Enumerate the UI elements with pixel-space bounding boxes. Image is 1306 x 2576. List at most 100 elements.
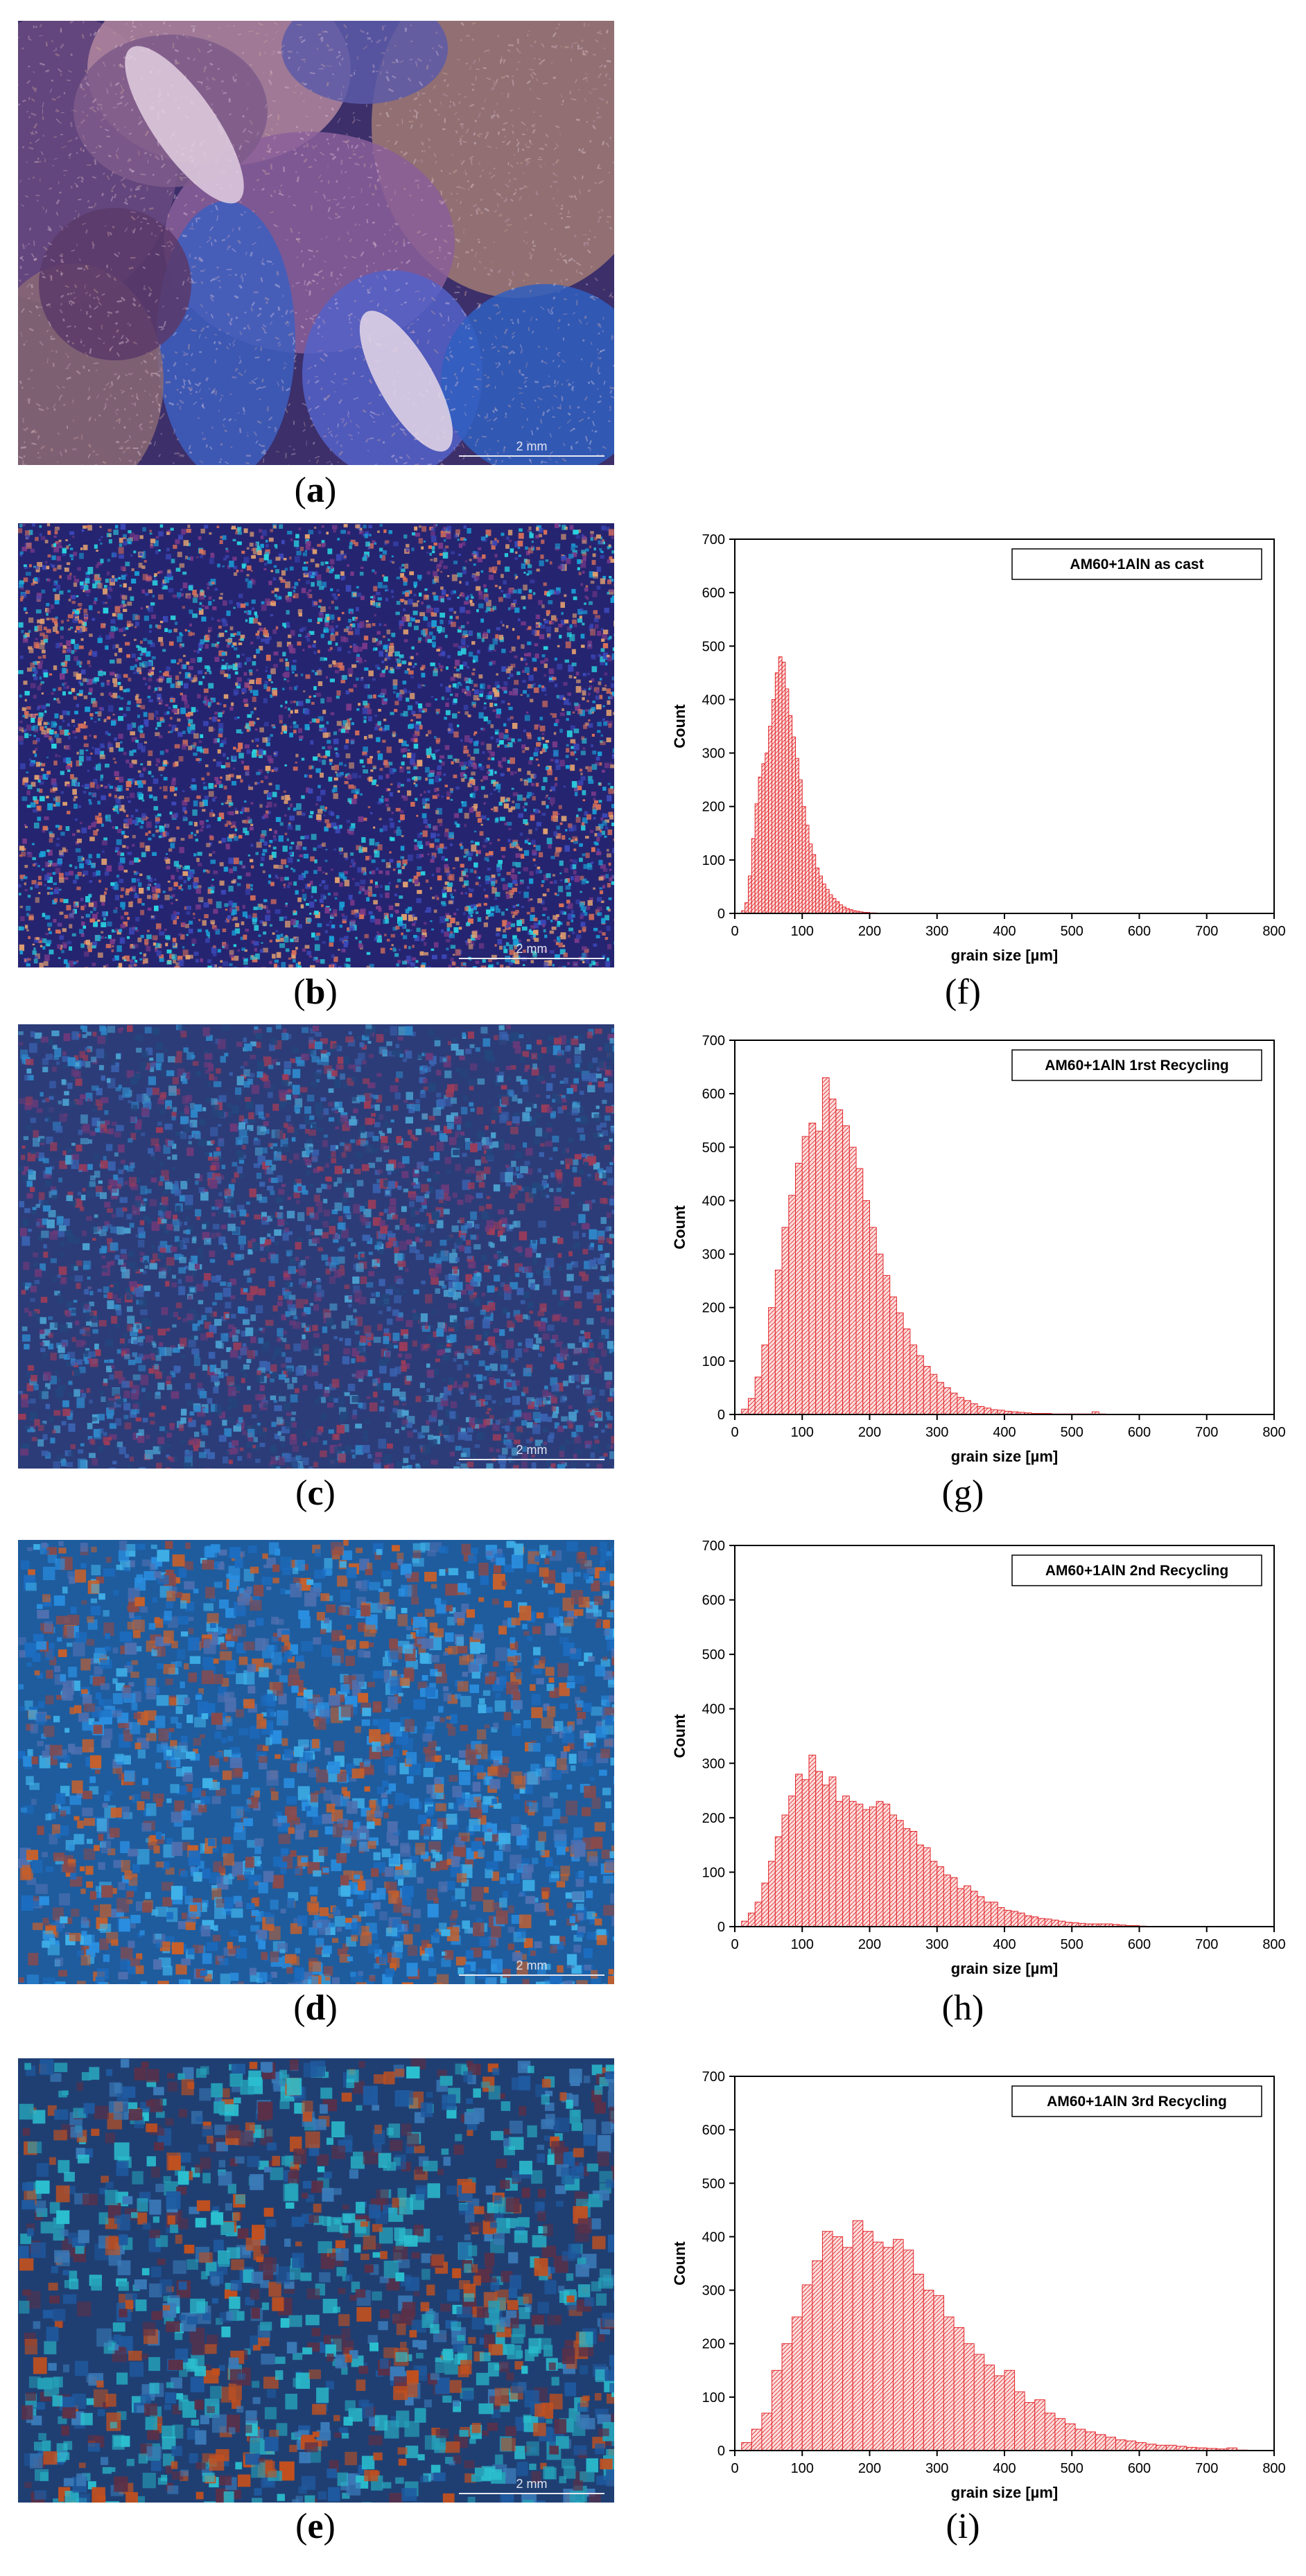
x-tick-label: 800 xyxy=(1262,924,1285,939)
micrograph-e-image xyxy=(18,2058,614,2503)
y-tick-label: 700 xyxy=(702,532,725,547)
histogram-bar xyxy=(991,1902,998,1927)
histogram-bar xyxy=(774,672,779,914)
y-tick-label: 100 xyxy=(702,853,725,868)
x-tick-label: 700 xyxy=(1195,1937,1218,1952)
histogram-bar xyxy=(768,726,772,914)
micrograph-b: 2 mm xyxy=(18,523,614,967)
x-axis-label: grain size [µm] xyxy=(951,1448,1058,1465)
bars xyxy=(741,656,877,914)
histogram-bar xyxy=(930,1861,938,1927)
histogram-bar xyxy=(950,1392,958,1415)
caption-i: (i) xyxy=(946,2507,980,2546)
histogram-bar xyxy=(1014,2391,1025,2451)
caption-d: (d) xyxy=(293,1988,338,2028)
histogram-bar xyxy=(1115,2439,1126,2451)
histogram-bar xyxy=(997,1907,1005,1927)
histogram-bar xyxy=(761,2412,772,2451)
legend-box xyxy=(1011,1554,1262,1586)
scale-bar: 2 mm xyxy=(459,439,604,457)
histogram-bar xyxy=(855,1803,864,1927)
histogram-bar xyxy=(751,838,756,914)
histogram-bar xyxy=(1156,2444,1167,2451)
histogram-bar xyxy=(964,2343,975,2451)
x-tick-label: 0 xyxy=(731,924,738,939)
scale-bar: 2 mm xyxy=(459,942,604,959)
histogram-bar xyxy=(993,2375,1005,2451)
y-tick-label: 300 xyxy=(702,1247,725,1263)
y-tick-label: 500 xyxy=(702,1140,725,1155)
histogram-bar xyxy=(778,656,783,914)
y-tick-label: 200 xyxy=(702,1811,725,1826)
y-axis-label: Count xyxy=(671,704,688,748)
histogram-bar xyxy=(916,1844,924,1927)
scale-label: 2 mm xyxy=(516,439,548,453)
histogram-bar xyxy=(745,902,749,914)
y-tick-label: 600 xyxy=(702,586,725,601)
histogram-bar xyxy=(855,1168,864,1415)
y-tick-label: 100 xyxy=(702,1865,725,1880)
histogram-bar xyxy=(862,2231,873,2451)
histogram-bar xyxy=(984,1408,992,1415)
histogram-i-svg: 0 100 200 300 400 500 600 700 800 0 100 200 300 400 50… xyxy=(671,2069,1286,2501)
histogram-bar xyxy=(977,1896,985,1927)
histogram-bar xyxy=(1125,2440,1137,2451)
histogram-bar xyxy=(781,1814,790,1927)
x-tick-label: 200 xyxy=(858,1425,881,1440)
micrograph-e: 2 mm xyxy=(18,2058,614,2503)
y-tick-label: 300 xyxy=(702,746,725,762)
y-axis-label: Count xyxy=(671,2241,688,2286)
histogram-bar xyxy=(812,2260,823,2451)
histogram-bar xyxy=(768,1307,776,1415)
histogram-bar xyxy=(984,1902,992,1927)
histogram-bar xyxy=(825,888,830,914)
histogram-bar xyxy=(970,1891,978,1927)
y-tick-label: 300 xyxy=(702,2284,725,2299)
y-tick-label: 200 xyxy=(702,800,725,815)
histogram-h-svg: 0 100 200 300 400 500 600 700 800 0 100 200 300 400 50… xyxy=(671,1539,1286,1977)
x-tick-label: 300 xyxy=(925,1425,948,1440)
histogram-bar xyxy=(747,875,752,914)
scale-label: 2 mm xyxy=(516,2477,548,2491)
histogram-bar xyxy=(815,867,820,914)
caption-h: (h) xyxy=(941,1988,984,2028)
x-tick-label: 300 xyxy=(925,1937,948,1952)
histogram-bar xyxy=(768,1861,776,1927)
x-tick-label: 600 xyxy=(1128,1425,1151,1440)
histogram-bar xyxy=(923,1366,931,1415)
legend-box xyxy=(1011,1049,1262,1081)
histogram-bar xyxy=(808,843,813,914)
x-tick-label: 700 xyxy=(1195,924,1218,939)
histogram-bar xyxy=(903,1329,911,1415)
caption-b: (b) xyxy=(293,972,338,1012)
histogram-bar xyxy=(964,1400,971,1415)
legend-label: AM60+1AlN 2nd Recycling xyxy=(1045,1563,1228,1579)
x-tick-label: 500 xyxy=(1061,1425,1083,1440)
histogram-bar xyxy=(781,2343,793,2451)
histogram-bar xyxy=(970,1403,978,1415)
y-tick-label: 500 xyxy=(702,639,725,654)
y-tick-label: 100 xyxy=(702,1354,725,1369)
histogram-bar xyxy=(781,1227,790,1415)
histogram-f-svg: 0 100 200 300 400 500 600 700 800 0 100 200 300 400 50… xyxy=(671,532,1286,964)
x-tick-label: 100 xyxy=(791,1425,814,1440)
histogram-bar xyxy=(758,776,763,914)
histogram-bar xyxy=(1051,1920,1059,1927)
histogram-bar xyxy=(795,757,799,914)
histogram-bar xyxy=(848,1146,857,1415)
histogram-bar xyxy=(977,1405,985,1415)
histogram-bar xyxy=(1017,1912,1025,1927)
histogram-bar xyxy=(848,1800,857,1927)
histogram-bar xyxy=(964,1885,971,1927)
x-axis-label: grain size [µm] xyxy=(951,947,1058,964)
histogram-bar xyxy=(832,2236,844,2451)
histogram-bar xyxy=(747,1398,756,1415)
histogram-bar xyxy=(937,1866,944,1927)
histogram-bar xyxy=(957,1396,965,1415)
caption-g: (g) xyxy=(941,1473,984,1513)
histogram-bar xyxy=(774,1836,783,1927)
histogram-bar xyxy=(950,1877,958,1927)
histogram-bar xyxy=(801,1779,810,1927)
histogram-f: 0 100 200 300 400 500 600 700 800 0 100 200 300 400 50… xyxy=(665,527,1289,970)
histogram-bar xyxy=(882,1803,891,1927)
